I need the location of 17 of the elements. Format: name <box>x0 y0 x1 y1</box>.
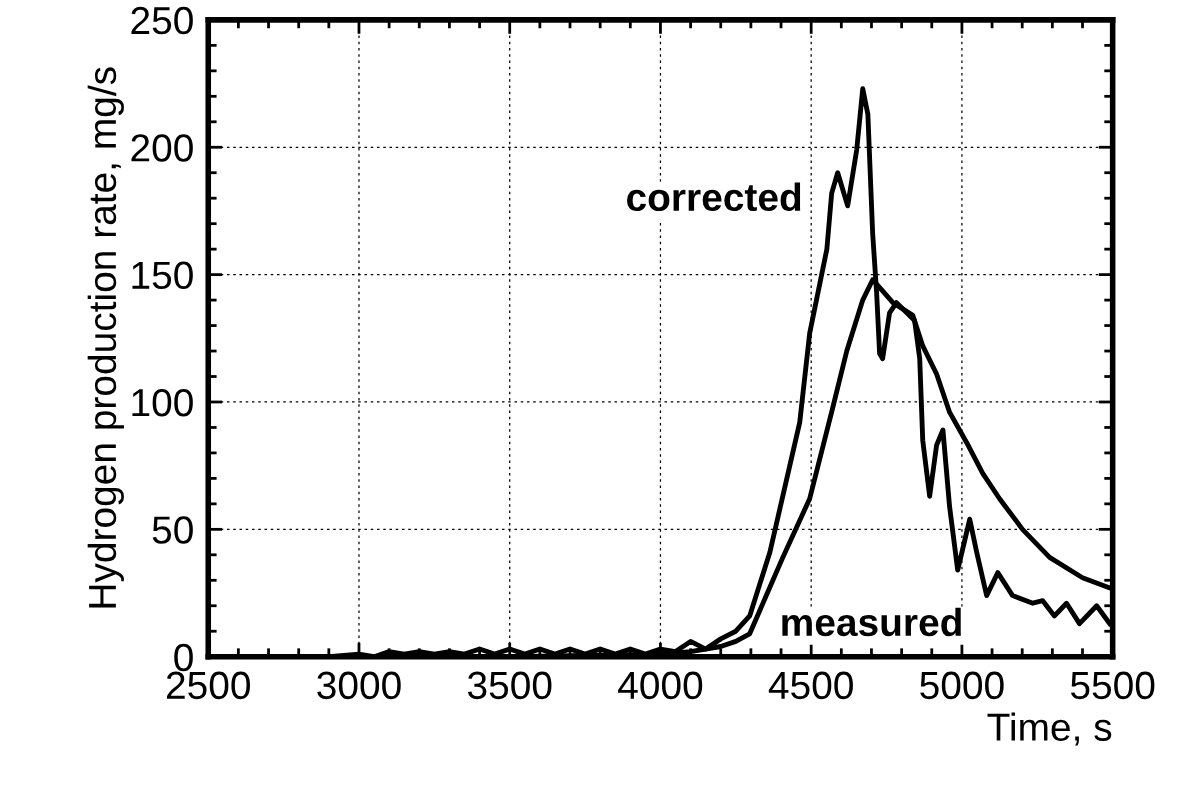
y-tick-label: 100 <box>132 388 193 417</box>
y-axis-title: Hydrogen production rate, mg/s <box>87 67 124 608</box>
x-tick-label: 4500 <box>768 671 853 700</box>
x-tick-label: 3000 <box>317 671 401 700</box>
y-tick-label: 0 <box>174 643 193 672</box>
x-tick-label: 3500 <box>467 671 552 700</box>
y-tick-label: 50 <box>152 516 193 544</box>
x-axis-title: Time, s <box>987 712 1112 746</box>
y-tick-label: 150 <box>132 261 193 290</box>
y-tick-label: 250 <box>131 6 193 35</box>
series-label: corrected <box>627 182 801 212</box>
y-tick-label: 200 <box>131 134 193 162</box>
x-tick-label: 4000 <box>618 671 703 700</box>
series-label: measured <box>782 607 961 637</box>
x-tick-label: 5000 <box>920 671 1004 700</box>
x-tick-label: 2500 <box>166 671 250 700</box>
x-tick-label: 5500 <box>1070 671 1155 700</box>
